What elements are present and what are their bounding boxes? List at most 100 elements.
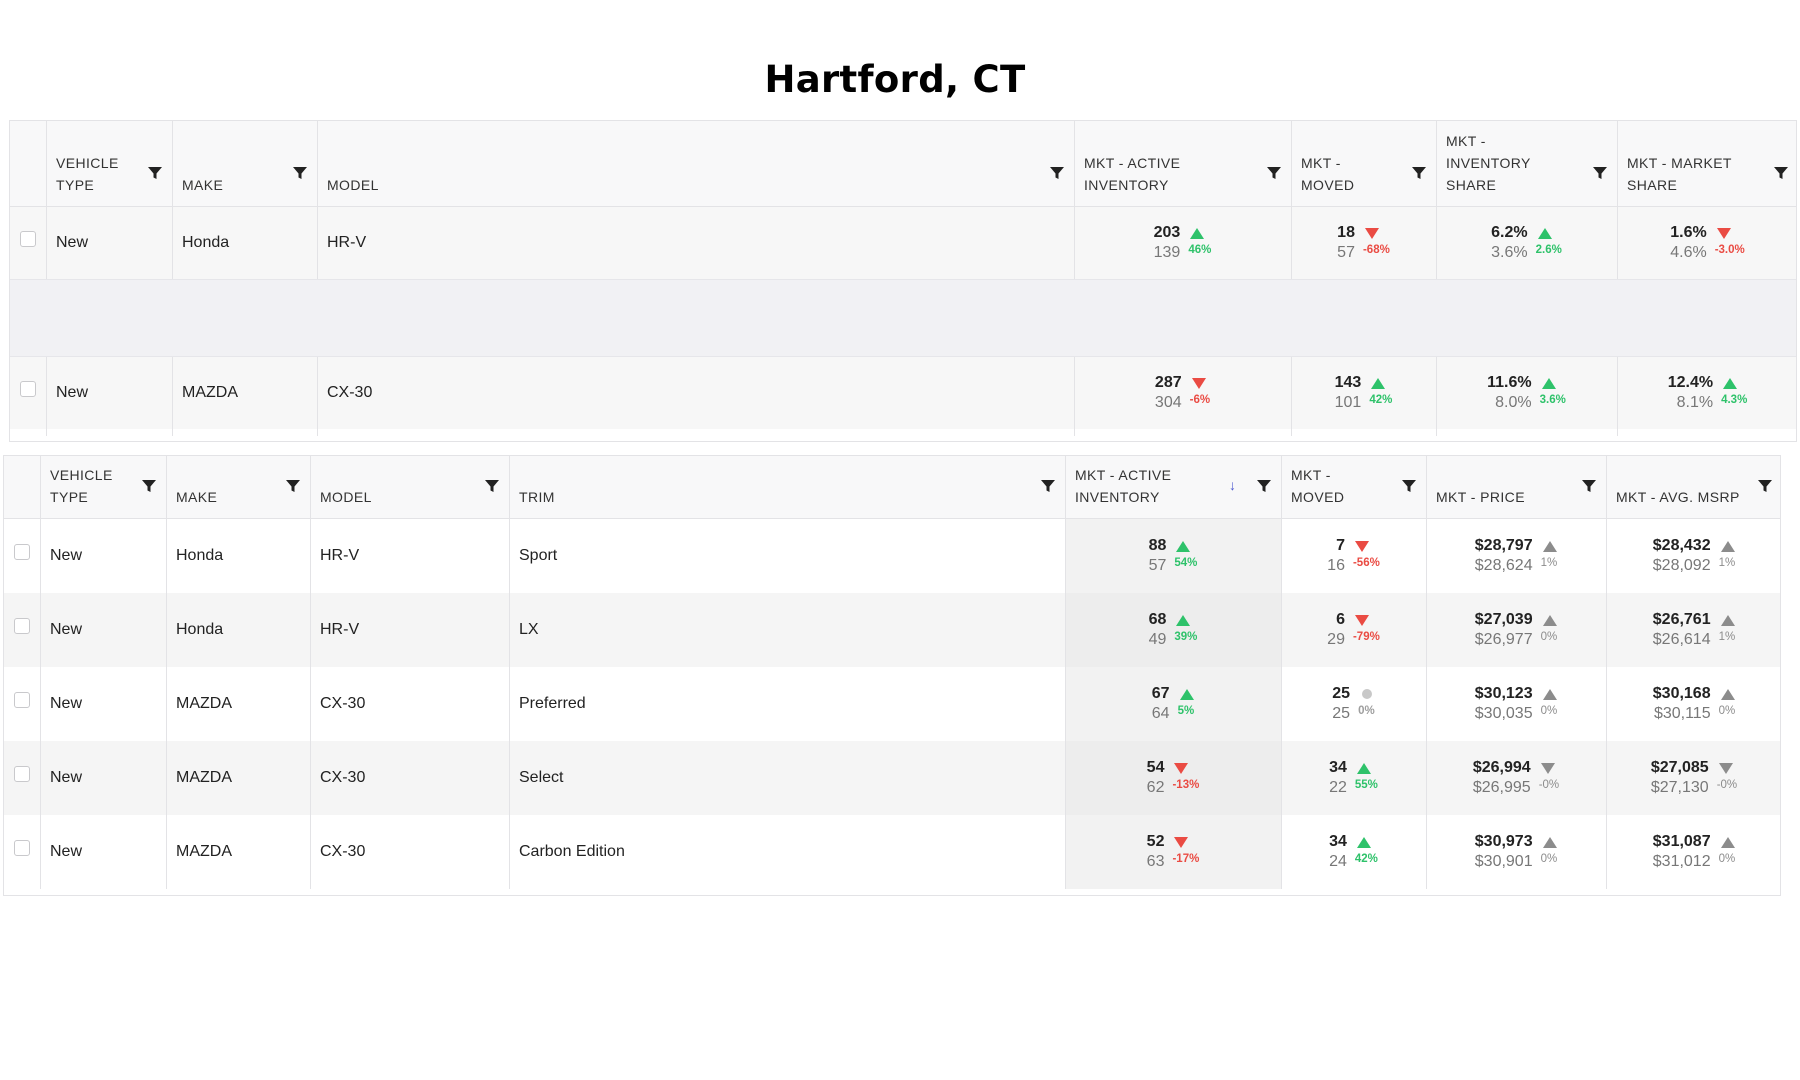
trend-down-icon [1191,377,1206,389]
table-cell [4,815,41,889]
row-select-checkbox[interactable] [14,544,30,560]
column-header-label: MKT - PRICE [1436,489,1525,505]
cell-model: HR-V [320,621,360,638]
row-select-checkbox[interactable] [20,231,36,247]
table-row[interactable]: New MAZDA CX-30 Preferred 67 64 5% 25 25 0% $30,12… [4,667,1780,741]
metric-delta: 42% [1369,394,1393,406]
row-select-checkbox[interactable] [14,692,30,708]
trend-neutral-icon [1360,688,1374,700]
trend-down-icon [1364,227,1379,239]
row-select-checkbox[interactable] [14,766,30,782]
trend-up-icon [1542,614,1557,626]
metric-current: $26,994 [1472,759,1531,776]
metric-value: 34 24 42% [1291,833,1416,871]
column-header-vehicle-type[interactable]: VEHICLE TYPE [41,456,167,518]
metric-current: $31,087 [1652,833,1711,850]
filter-icon[interactable] [484,478,500,494]
column-header-label: MODEL [320,489,372,505]
metric-delta: 1% [1718,557,1736,569]
column-header-mkt-active-inventory[interactable]: MKT - ACTIVE INVENTORY [1075,121,1292,206]
table-cell: Preferred [510,667,1066,741]
metric-value: $28,797 $28,624 1% [1436,537,1596,575]
filter-icon[interactable] [147,165,163,181]
column-header-mkt-inventory-share[interactable]: MKT - INVENTORY SHARE [1437,121,1618,206]
table-row[interactable]: New MAZDA CX-30 Select 54 62 -13% 34 22 55% $26,99… [4,741,1780,815]
filter-icon[interactable] [141,478,157,494]
metric-previous: 4.6% [1670,244,1707,261]
row-select-checkbox[interactable] [20,381,36,397]
trend-down-icon [1716,227,1731,239]
column-header-mkt-active-inventory[interactable]: MKT - ACTIVE INVENTORY ↓ [1066,456,1282,518]
trim-detail-grid: VEHICLE TYPE MAKE MODEL TRIM MKT - ACTIVE IN… [3,455,1781,896]
trend-down-icon [1174,836,1189,848]
column-header-mkt-market-share[interactable]: MKT - MARKET SHARE [1618,121,1796,206]
table-row[interactable]: New Honda HR-V Sport 88 57 54% 7 16 -56% $28,797 $2… [4,519,1780,593]
column-header-model[interactable]: MODEL [318,121,1075,206]
row-select-checkbox[interactable] [14,618,30,634]
filter-icon[interactable] [1411,165,1427,181]
metric-delta: -17% [1172,853,1200,865]
table-cell: 1.6% 4.6% -3.0% [1618,207,1796,279]
table-row[interactable]: New Honda HR-V LX 68 49 39% 6 29 -79% $27,039 $26,9… [4,593,1780,667]
metric-delta: 3.6% [1539,394,1566,406]
filter-icon[interactable] [1773,165,1789,181]
market-summary-grid: VEHICLE TYPE MAKE MODEL MKT - ACTIVE INVENT… [9,120,1797,442]
metric-delta: -56% [1352,557,1380,569]
filter-icon[interactable] [1592,165,1608,181]
metric-previous: $27,130 [1650,779,1709,796]
column-header-label: MAKE [176,489,218,505]
cell-make: Honda [182,234,230,251]
filter-icon[interactable] [1049,165,1065,181]
trend-up-icon [1542,688,1557,700]
metric-previous: $28,092 [1652,557,1711,574]
column-header-mkt-moved[interactable]: MKT - MOVED [1292,121,1437,206]
column-header-label: MAKE [182,177,224,193]
column-header-vehicle-type[interactable]: VEHICLE TYPE [47,121,173,206]
table-row[interactable]: New Honda HR-V 203 139 46% 18 57 -68% 6.2% 3.6% 2.6… [10,207,1796,279]
filter-icon[interactable] [292,165,308,181]
table-cell: LX [510,593,1066,667]
sort-descending-icon[interactable]: ↓ [1229,477,1236,493]
table-cell: Honda [173,207,318,279]
table-cell: Select [510,741,1066,815]
metric-previous: $30,035 [1474,705,1533,722]
metric-delta: -6% [1189,394,1211,406]
filter-icon[interactable] [285,478,301,494]
column-header-label: MKT - ACTIVE INVENTORY [1075,467,1172,505]
metric-previous: 139 [1153,244,1181,261]
table-cell: 68 49 39% [1066,593,1282,667]
filter-icon[interactable] [1401,478,1417,494]
row-select-checkbox[interactable] [14,840,30,856]
metric-delta: 2.6% [1535,244,1562,256]
trend-up-icon [1720,614,1735,626]
column-header-mkt-price[interactable]: MKT - PRICE [1427,456,1607,518]
column-header-trim[interactable]: TRIM [510,456,1066,518]
metric-delta: -13% [1172,779,1200,791]
filter-icon[interactable] [1266,165,1282,181]
table-cell: CX-30 [318,357,1075,429]
column-header-make[interactable]: MAKE [167,456,311,518]
metric-current: 6.2% [1491,224,1528,241]
table-cell: HR-V [318,207,1075,279]
column-header-make[interactable]: MAKE [173,121,318,206]
table-cell: 67 64 5% [1066,667,1282,741]
filter-icon[interactable] [1040,478,1056,494]
filter-icon[interactable] [1581,478,1597,494]
cell-vehicle-type: New [56,384,89,401]
metric-current: 18 [1337,224,1355,241]
column-header-mkt-avg-msrp[interactable]: MKT - AVG. MSRP [1607,456,1780,518]
column-header-model[interactable]: MODEL [311,456,510,518]
column-header-mkt-moved[interactable]: MKT - MOVED [1282,456,1427,518]
cell-vehicle-type: New [50,621,83,638]
metric-previous: $31,012 [1652,853,1711,870]
metric-delta: -68% [1362,244,1390,256]
trend-down-icon [1354,614,1369,626]
table-row[interactable]: New MAZDA CX-30 287 304 -6% 143 101 42% 11.6% 8.0%… [10,357,1796,429]
table-cell: HR-V [311,519,510,593]
metric-delta: -0% [1538,779,1560,791]
filter-icon[interactable] [1256,478,1272,494]
table-cell: CX-30 [311,667,510,741]
table-row[interactable]: New MAZDA CX-30 Carbon Edition 52 63 -17% 34 24 4… [4,815,1780,889]
metric-value: $26,761 $26,614 1% [1616,611,1772,649]
filter-icon[interactable] [1757,478,1773,494]
